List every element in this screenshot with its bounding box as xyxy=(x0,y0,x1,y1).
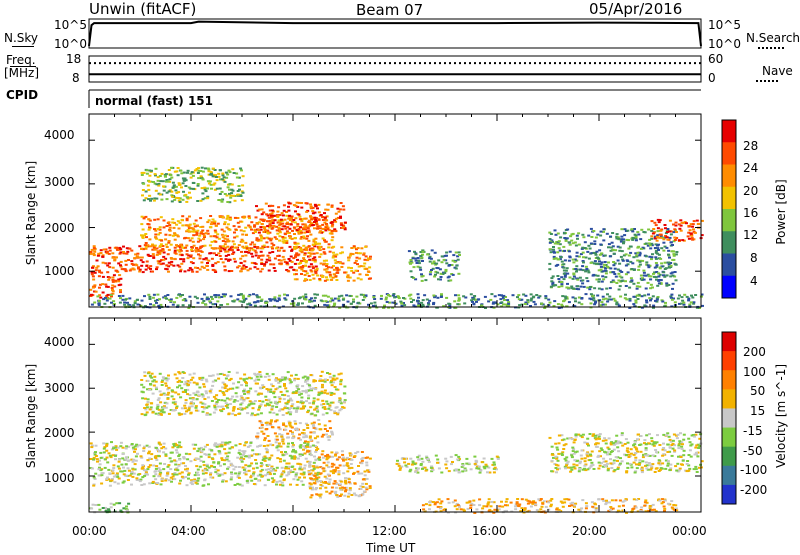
velocity-ytick-2000: 2000 xyxy=(44,427,75,439)
xtick-3: 12:00 xyxy=(372,525,407,537)
xtick-1: 04:00 xyxy=(171,525,206,537)
velocity-cbar-segment-0 xyxy=(722,332,736,352)
velocity-cbar-segment-5 xyxy=(722,428,736,448)
power-cbar-segment-0 xyxy=(722,120,736,143)
power-ytick-1000: 1000 xyxy=(44,265,75,277)
power-cbar-tick-4: 12 xyxy=(743,229,758,241)
power-cbar-segment-4 xyxy=(722,209,736,232)
nsky-line xyxy=(89,22,701,46)
velocity-cbar-segment-1 xyxy=(722,351,736,371)
velocity-cbar-label: Velocity [m s^-1] xyxy=(775,361,787,471)
velocity-cbar-segment-8 xyxy=(722,485,736,505)
power-cbar-tick-0: 28 xyxy=(743,140,758,152)
velocity-ytick-1000: 1000 xyxy=(44,472,75,484)
velocity-cbar-segment-7 xyxy=(722,466,736,486)
velocity-ylabel: Slant Range [km] xyxy=(25,361,37,471)
power-cbar-tick-5: 8 xyxy=(750,252,758,264)
power-cbar-segment-5 xyxy=(722,231,736,254)
velocity-ytick-3000: 3000 xyxy=(44,382,75,394)
velocity-cbar-segment-3 xyxy=(722,389,736,409)
xtick-4: 16:00 xyxy=(472,525,507,537)
power-cbar-segment-3 xyxy=(722,187,736,210)
power-cbar-segment-7 xyxy=(722,276,736,299)
power-cbar-segment-1 xyxy=(722,142,736,165)
velocity-cbar-tick-3: 15 xyxy=(750,405,765,417)
power-ytick-2000: 2000 xyxy=(44,222,75,234)
velocity-cbar-tick-5: -50 xyxy=(743,445,763,457)
velocity-cbar-segment-4 xyxy=(722,408,736,428)
power-cbar-tick-2: 20 xyxy=(743,185,758,197)
power-ytick-4000: 4000 xyxy=(44,129,75,141)
xaxis-label: Time UT xyxy=(366,542,415,554)
velocity-cbar-segment-6 xyxy=(722,447,736,467)
xtick-0: 00:00 xyxy=(72,525,107,537)
velocity-cbar-tick-2: 50 xyxy=(750,385,765,397)
xtick-5: 20:00 xyxy=(572,525,607,537)
power-cbar-segment-2 xyxy=(722,165,736,188)
velocity-cbar-tick-0: 200 xyxy=(743,346,766,358)
power-panel-background xyxy=(89,114,701,307)
power-cbar-segment-6 xyxy=(722,254,736,277)
velocity-cbar-segment-2 xyxy=(722,370,736,390)
velocity-cbar-tick-4: -15 xyxy=(743,425,763,437)
power-ylabel: Slant Range [km] xyxy=(25,158,37,268)
power-ytick-3000: 3000 xyxy=(44,176,75,188)
xtick-6: 00:00 xyxy=(672,525,707,537)
freq-panel-frame xyxy=(89,56,701,82)
velocity-cbar-tick-7: -200 xyxy=(740,484,767,496)
velocity-ytick-4000: 4000 xyxy=(44,336,75,348)
velocity-cbar-tick-6: -100 xyxy=(740,464,767,476)
power-cbar-tick-6: 4 xyxy=(750,275,758,287)
power-cbar-tick-3: 16 xyxy=(743,207,758,219)
xtick-2: 08:00 xyxy=(272,525,307,537)
velocity-cbar-tick-1: 100 xyxy=(743,366,766,378)
power-cbar-tick-1: 24 xyxy=(743,162,758,174)
power-cbar-label: Power [dB] xyxy=(775,167,787,257)
